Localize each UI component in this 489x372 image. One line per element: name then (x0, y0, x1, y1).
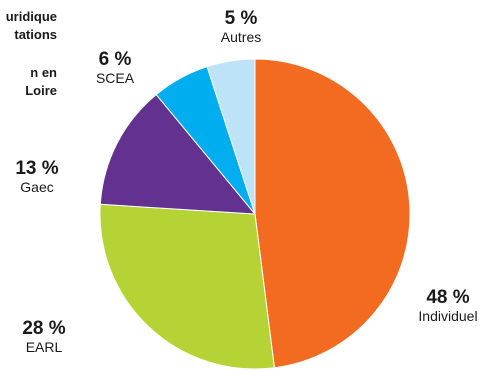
slice-category-label: EARL (26, 339, 63, 355)
slice-value-label: 6 % (99, 49, 132, 70)
pie-slice-individuel (254, 58, 411, 369)
slice-category-label: Autres (221, 29, 261, 45)
slice-value-label: 28 % (22, 318, 65, 339)
title-line: Loire (25, 83, 57, 98)
title-line: uridique (5, 9, 57, 24)
title-line: n en (30, 65, 57, 80)
pie-slice-earl (99, 203, 275, 370)
slice-category-label: Gaec (20, 179, 53, 195)
title-line: tations (14, 27, 57, 42)
slice-category-label: SCEA (96, 70, 135, 86)
chart-title: uridique tations n en Loire (6, 8, 57, 100)
slice-value-label: 5 % (225, 8, 258, 29)
pie-slice-autres (206, 58, 256, 215)
pie-slice-gaec (99, 93, 257, 215)
slice-value-label: 13 % (15, 158, 58, 179)
slice-category-label: Individuel (418, 308, 477, 324)
slice-value-label: 48 % (426, 287, 469, 308)
